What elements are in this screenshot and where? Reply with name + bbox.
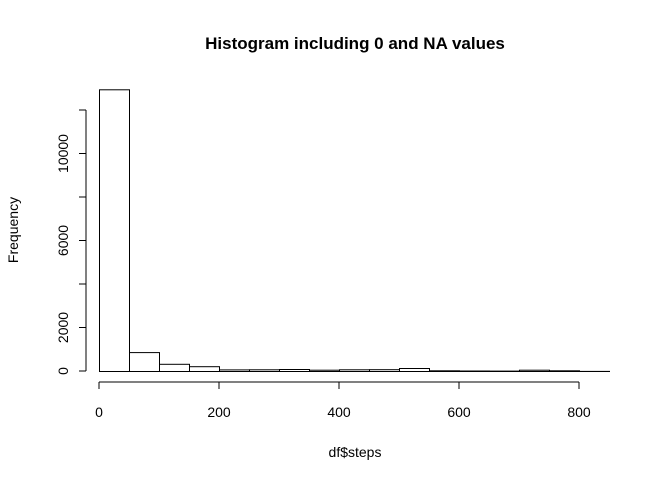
histogram-bar	[189, 366, 220, 373]
x-axis: 0 200 400 600 800	[95, 381, 591, 420]
y-tick-label: 10000	[55, 134, 71, 173]
x-axis-label: df$steps	[329, 444, 382, 460]
histogram-bar	[99, 89, 130, 373]
y-axis-label: Frequency	[5, 197, 21, 263]
histogram-bar	[219, 369, 250, 372]
histogram-bar	[129, 352, 160, 373]
x-tick-label: 0	[95, 404, 103, 420]
histogram-bar	[249, 369, 280, 372]
y-axis: 0 2000 6000 10000	[55, 109, 87, 375]
histogram-bar	[339, 369, 370, 372]
histogram-bar	[429, 370, 460, 372]
histogram-bar	[549, 370, 580, 372]
y-tick-label: 0	[55, 367, 71, 375]
x-tick-label: 200	[207, 404, 231, 420]
y-tick-label: 6000	[55, 225, 71, 256]
histogram-bar	[399, 368, 430, 372]
histogram-bar	[309, 369, 340, 373]
histogram-bar	[459, 370, 490, 372]
histogram-bar	[159, 363, 190, 372]
x-tick-label: 800	[567, 404, 591, 420]
histogram-bar	[519, 369, 550, 373]
x-tick-label: 400	[327, 404, 351, 420]
x-tick-label: 600	[447, 404, 471, 420]
histogram-bar	[279, 369, 310, 372]
bars-group	[99, 89, 610, 373]
chart-title: Histogram including 0 and NA values	[205, 34, 505, 53]
y-tick-label: 2000	[55, 312, 71, 343]
histogram-bar	[369, 369, 400, 373]
